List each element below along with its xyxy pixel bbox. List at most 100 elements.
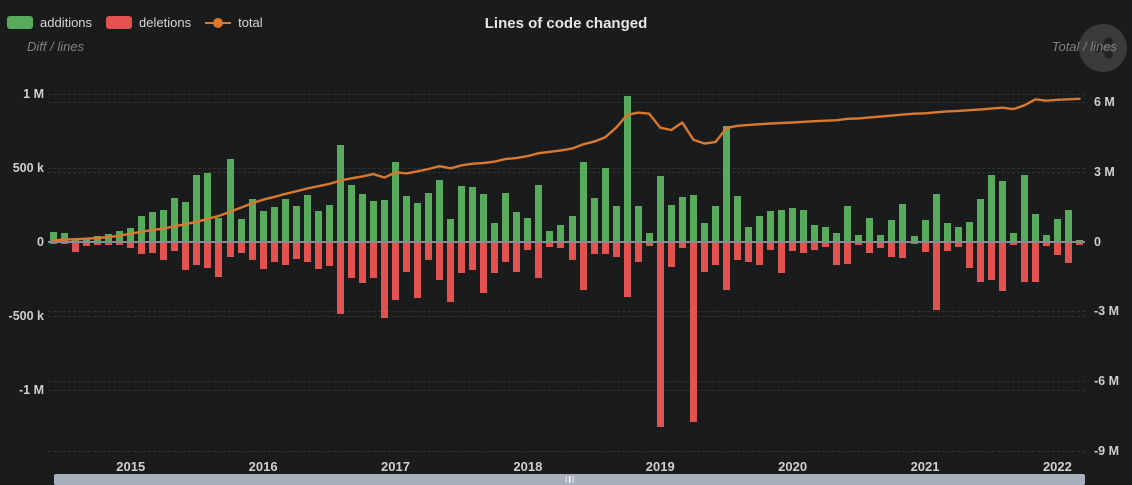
bar-additions[interactable] xyxy=(888,219,896,242)
bar-additions[interactable] xyxy=(1009,233,1017,242)
bar-deletions[interactable] xyxy=(336,242,344,314)
bar-additions[interactable] xyxy=(733,195,741,242)
bar-additions[interactable] xyxy=(226,159,234,242)
bar-deletions[interactable] xyxy=(645,242,653,247)
bar-deletions[interactable] xyxy=(1042,242,1050,247)
bar-additions[interactable] xyxy=(403,195,411,242)
bar-deletions[interactable] xyxy=(943,242,951,251)
bar-deletions[interactable] xyxy=(833,242,841,266)
bar-deletions[interactable] xyxy=(612,242,620,257)
bar-additions[interactable] xyxy=(524,217,532,242)
bar-additions[interactable] xyxy=(347,185,355,242)
bar-deletions[interactable] xyxy=(634,242,642,262)
bar-additions[interactable] xyxy=(491,223,499,242)
bar-deletions[interactable] xyxy=(204,242,212,269)
bar-additions[interactable] xyxy=(325,205,333,242)
bar-additions[interactable] xyxy=(83,237,91,242)
share-button[interactable] xyxy=(1079,24,1127,72)
bar-additions[interactable] xyxy=(61,233,69,242)
bar-additions[interactable] xyxy=(833,233,841,242)
bar-additions[interactable] xyxy=(689,194,697,242)
bar-deletions[interactable] xyxy=(182,242,190,271)
bar-deletions[interactable] xyxy=(303,242,311,263)
bar-additions[interactable] xyxy=(535,185,543,242)
bar-deletions[interactable] xyxy=(425,242,433,261)
bar-additions[interactable] xyxy=(954,226,962,242)
bar-additions[interactable] xyxy=(369,200,377,242)
bar-deletions[interactable] xyxy=(822,242,830,247)
bar-deletions[interactable] xyxy=(513,242,521,272)
bar-deletions[interactable] xyxy=(160,242,168,260)
bar-deletions[interactable] xyxy=(226,242,234,258)
bar-additions[interactable] xyxy=(425,192,433,242)
bar-additions[interactable] xyxy=(711,206,719,242)
bar-additions[interactable] xyxy=(700,223,708,242)
bar-additions[interactable] xyxy=(204,173,212,242)
bar-deletions[interactable] xyxy=(568,242,576,261)
bar-additions[interactable] xyxy=(899,203,907,242)
bar-deletions[interactable] xyxy=(557,242,565,248)
bar-deletions[interactable] xyxy=(502,242,510,262)
bar-additions[interactable] xyxy=(116,231,124,242)
bar-additions[interactable] xyxy=(127,228,135,242)
bar-deletions[interactable] xyxy=(259,242,267,269)
bar-deletions[interactable] xyxy=(711,242,719,266)
bar-additions[interactable] xyxy=(976,198,984,242)
bar-additions[interactable] xyxy=(546,231,554,242)
bar-deletions[interactable] xyxy=(976,242,984,282)
bar-additions[interactable] xyxy=(932,193,940,242)
bar-deletions[interactable] xyxy=(767,242,775,251)
bar-additions[interactable] xyxy=(767,211,775,242)
bar-additions[interactable] xyxy=(215,217,223,242)
bar-additions[interactable] xyxy=(612,206,620,242)
horizontal-scrollbar[interactable] xyxy=(54,474,1085,485)
bar-deletions[interactable] xyxy=(601,242,609,255)
legend-item-additions[interactable]: additions xyxy=(7,15,92,30)
bar-deletions[interactable] xyxy=(325,242,333,267)
bar-deletions[interactable] xyxy=(436,242,444,281)
bar-additions[interactable] xyxy=(590,197,598,242)
bar-deletions[interactable] xyxy=(579,242,587,291)
bar-additions[interactable] xyxy=(910,236,918,242)
bar-additions[interactable] xyxy=(237,219,245,242)
bar-deletions[interactable] xyxy=(1064,242,1072,264)
bar-deletions[interactable] xyxy=(248,242,256,261)
bar-additions[interactable] xyxy=(160,210,168,242)
bar-additions[interactable] xyxy=(314,211,322,242)
bar-additions[interactable] xyxy=(105,233,113,242)
bar-deletions[interactable] xyxy=(1053,242,1061,255)
bar-additions[interactable] xyxy=(436,180,444,242)
bar-deletions[interactable] xyxy=(1020,242,1028,282)
bar-additions[interactable] xyxy=(138,215,146,242)
bar-deletions[interactable] xyxy=(292,242,300,259)
bar-deletions[interactable] xyxy=(94,242,102,246)
bar-additions[interactable] xyxy=(358,194,366,242)
bar-deletions[interactable] xyxy=(678,242,686,249)
bar-deletions[interactable] xyxy=(358,242,366,284)
bar-additions[interactable] xyxy=(1020,174,1028,242)
bar-additions[interactable] xyxy=(579,162,587,242)
bar-deletions[interactable] xyxy=(281,242,289,265)
bar-deletions[interactable] xyxy=(932,242,940,310)
bar-additions[interactable] xyxy=(800,209,808,242)
bar-deletions[interactable] xyxy=(800,242,808,254)
bar-additions[interactable] xyxy=(171,197,179,242)
bar-deletions[interactable] xyxy=(921,242,929,252)
bar-additions[interactable] xyxy=(513,211,521,242)
bar-additions[interactable] xyxy=(645,233,653,242)
bar-deletions[interactable] xyxy=(700,242,708,272)
bar-deletions[interactable] xyxy=(745,242,753,262)
bar-deletions[interactable] xyxy=(83,242,91,247)
bar-deletions[interactable] xyxy=(237,242,245,254)
bar-deletions[interactable] xyxy=(844,242,852,264)
bar-deletions[interactable] xyxy=(998,242,1006,292)
bar-deletions[interactable] xyxy=(270,242,278,262)
bar-additions[interactable] xyxy=(1075,239,1083,242)
bar-deletions[interactable] xyxy=(811,242,819,251)
bar-deletions[interactable] xyxy=(689,242,697,422)
bar-deletions[interactable] xyxy=(1075,242,1083,246)
bar-deletions[interactable] xyxy=(127,242,135,248)
bar-additions[interactable] xyxy=(667,204,675,242)
scrollbar-grip-icon[interactable] xyxy=(565,476,574,483)
bar-deletions[interactable] xyxy=(1031,242,1039,283)
